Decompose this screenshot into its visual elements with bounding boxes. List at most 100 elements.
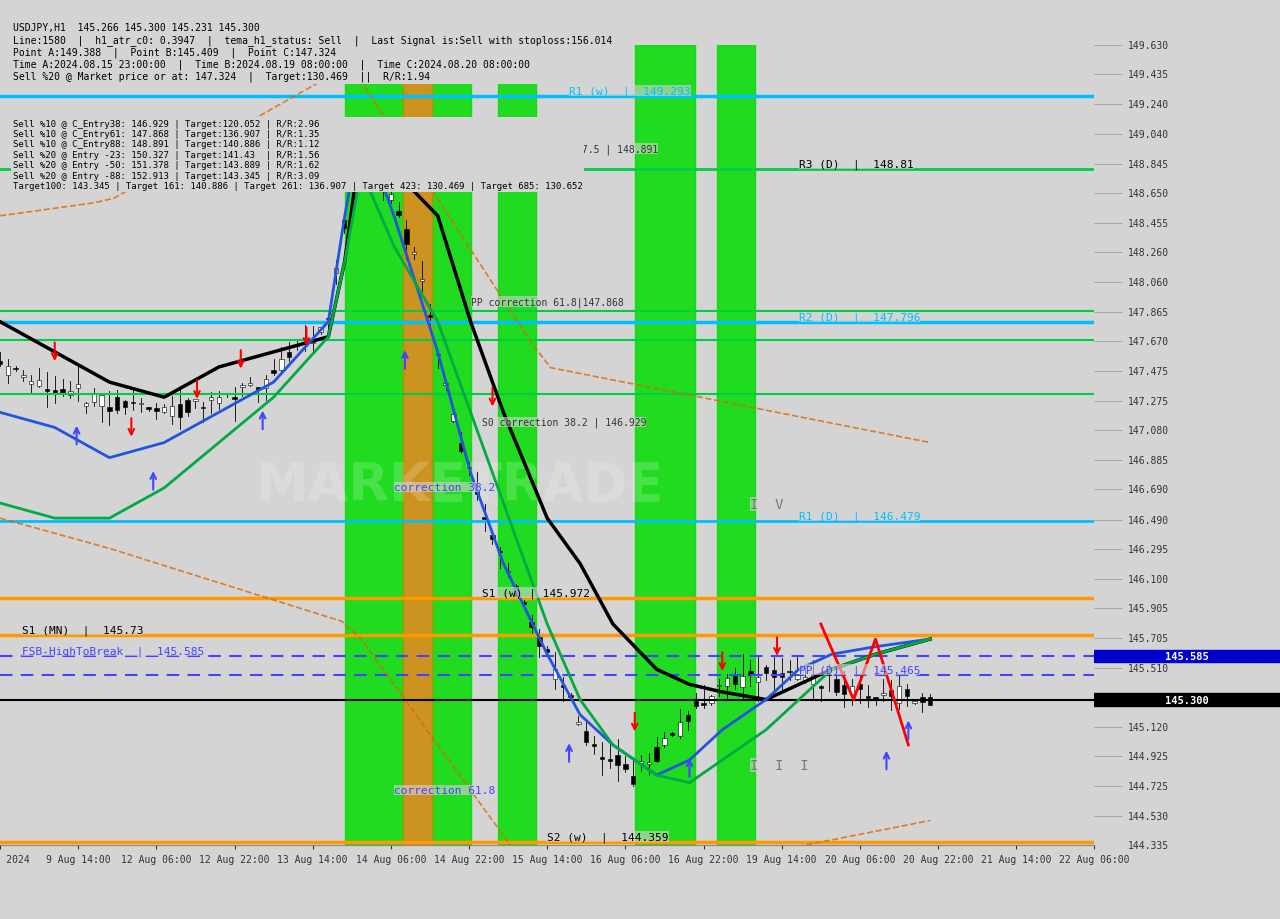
Bar [397,212,401,216]
Bar [842,686,846,694]
Bar [52,391,56,394]
Bar [178,405,182,418]
Text: correction 38.2: correction 38.2 [394,482,495,493]
Text: S0 correction 38.2 | 146.929: S0 correction 38.2 | 146.929 [481,417,646,428]
Bar [92,394,96,403]
Bar [897,686,901,703]
Bar [279,359,284,370]
Text: R1 (w)  |  149.293: R1 (w) | 149.293 [570,86,691,96]
Bar [349,172,355,179]
Bar [357,133,362,134]
Text: 144.335: 144.335 [1128,841,1169,850]
Bar [319,328,323,333]
Bar [724,678,730,686]
Bar [545,649,549,652]
Text: S1 (w) | 145.972: S1 (w) | 145.972 [481,588,590,598]
Text: 144.925: 144.925 [1128,752,1169,761]
Bar [435,355,440,356]
Bar [108,407,111,411]
Bar [404,230,408,244]
Text: S2 (w)  |  144.359: S2 (w) | 144.359 [548,832,668,842]
Bar [216,398,221,403]
Bar [732,676,737,685]
Text: 145.705: 145.705 [1128,633,1169,643]
Bar [264,380,268,389]
Text: 145.120: 145.120 [1128,722,1169,732]
Text: 146.295: 146.295 [1128,545,1169,554]
Bar [483,517,486,519]
Text: R2 (D)  |  147.796: R2 (D) | 147.796 [799,312,920,323]
Bar [772,671,776,677]
Bar [810,675,815,685]
Bar [452,414,456,422]
Text: 146.490: 146.490 [1128,515,1169,525]
Text: Sell %10 @ C_Entry38: 146.929 | Target:120.052 | R/R:2.96
Sell %10 @ C_Entry61: : Sell %10 @ C_Entry38: 146.929 | Target:1… [13,119,582,191]
Bar [709,697,713,704]
Bar [568,696,573,698]
Bar [662,738,667,745]
Text: 149.435: 149.435 [1128,71,1169,80]
Bar [1094,651,1280,663]
Text: R3 (D)  |  148.81: R3 (D) | 148.81 [799,159,914,170]
Bar [795,671,800,680]
Bar [928,698,932,705]
Bar [460,443,463,452]
Text: S1 (MN)  |  145.73: S1 (MN) | 145.73 [22,624,143,635]
Bar [678,722,682,736]
Bar [186,401,189,413]
Bar [68,391,73,395]
Bar [365,145,370,151]
Text: 148.455: 148.455 [1128,219,1169,228]
Bar [467,467,471,469]
Bar [224,393,229,395]
Text: 147.080: 147.080 [1128,426,1169,436]
Text: 145.300: 145.300 [1165,695,1210,705]
Bar [538,636,541,646]
Bar [858,685,861,689]
Bar [115,398,119,411]
Bar [513,586,518,596]
Bar [490,536,494,539]
Bar [83,403,88,406]
Bar [764,668,768,673]
Text: 147.865: 147.865 [1128,308,1169,317]
Text: 145.585: 145.585 [1165,652,1210,662]
Bar [294,346,300,347]
Text: 0 New Sell wave started: 0 New Sell wave started [416,29,589,42]
Bar [717,685,722,686]
Bar [146,408,151,410]
Bar [623,765,627,768]
Bar [381,170,385,182]
Bar [163,408,166,412]
Bar [803,677,808,682]
Text: USDJPY,H1  145.266 145.300 145.231 145.300
Line:1580  |  h1_atr_c0: 0.3947  |  t: USDJPY,H1 145.266 145.300 145.231 145.30… [13,23,612,82]
Bar [475,490,479,494]
Bar [433,46,471,845]
Bar [498,551,503,552]
Bar [0,361,3,364]
Bar [372,151,378,152]
Text: PP (D)  |  145.465: PP (D) | 145.465 [799,664,920,675]
Bar [100,395,104,406]
Bar [443,383,448,385]
Bar [498,46,536,845]
Bar [749,672,753,675]
Bar [287,353,292,357]
Text: 149.240: 149.240 [1128,100,1169,110]
Bar [671,733,675,735]
Text: 148.650: 148.650 [1128,189,1169,199]
Bar [241,386,244,388]
Text: 148.845: 148.845 [1128,160,1169,169]
Bar [654,747,659,761]
Bar [123,402,127,408]
Bar [873,698,878,699]
Bar [639,761,643,763]
Bar [631,777,635,785]
Bar [1094,694,1280,706]
Bar [209,398,214,400]
Bar [576,722,581,724]
Bar [608,759,612,761]
Bar [530,622,534,628]
Bar [193,400,197,401]
Bar [561,685,564,687]
